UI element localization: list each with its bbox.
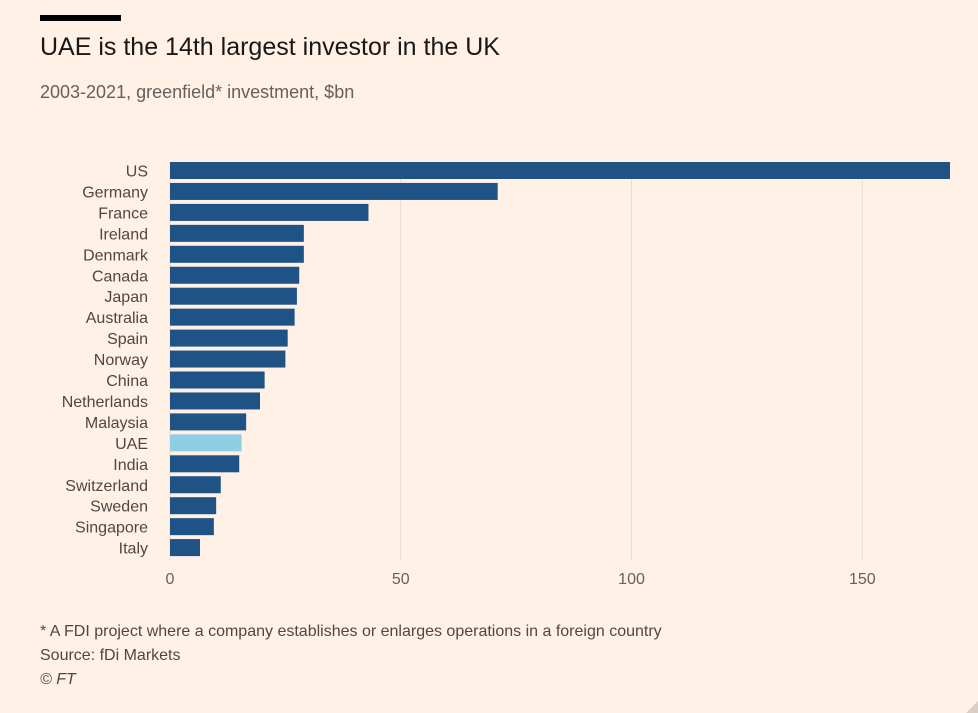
bar-chart: 0 50 100 150 US Germany France Ireland Denmark Ca… bbox=[62, 162, 950, 588]
category-label: Canada bbox=[92, 268, 148, 285]
category-label: Singapore bbox=[75, 520, 148, 537]
corner-fold bbox=[966, 701, 978, 713]
x-tick-label: 150 bbox=[849, 571, 876, 588]
bar bbox=[170, 455, 240, 473]
bar bbox=[170, 266, 300, 284]
category-label: France bbox=[98, 205, 148, 222]
bar bbox=[170, 162, 950, 179]
bar bbox=[170, 203, 369, 221]
category-label: China bbox=[106, 373, 148, 390]
bar bbox=[170, 497, 217, 515]
bar bbox=[170, 245, 304, 263]
x-tick-label: 50 bbox=[392, 571, 410, 588]
bar bbox=[170, 287, 297, 305]
category-label: Sweden bbox=[90, 499, 148, 516]
category-label: Spain bbox=[107, 331, 148, 348]
bar bbox=[170, 182, 498, 200]
bar bbox=[170, 539, 200, 557]
bar bbox=[170, 392, 260, 410]
bar bbox=[170, 413, 247, 431]
chart-subtitle: 2003-2021, greenfield* investment, $bn bbox=[40, 82, 355, 102]
bar bbox=[170, 518, 214, 536]
chart-title: UAE is the 14th largest investor in the … bbox=[40, 33, 500, 61]
category-label: Italy bbox=[119, 541, 148, 558]
bar bbox=[170, 476, 221, 494]
source-note: Source: fDi Markets bbox=[40, 647, 181, 664]
category-label: Malaysia bbox=[85, 415, 148, 432]
category-label: Germany bbox=[82, 184, 148, 201]
copyright-credit: © FT bbox=[40, 671, 76, 688]
x-tick-label: 100 bbox=[618, 571, 645, 588]
bar bbox=[170, 308, 295, 326]
category-label: Australia bbox=[86, 310, 148, 327]
category-label: Japan bbox=[104, 289, 148, 306]
bar bbox=[170, 329, 288, 347]
bar bbox=[170, 434, 242, 452]
bar bbox=[170, 371, 265, 389]
category-label: Norway bbox=[94, 352, 148, 369]
category-label: US bbox=[126, 164, 148, 181]
category-label: UAE bbox=[115, 436, 148, 453]
bar bbox=[170, 350, 286, 368]
category-label: Denmark bbox=[83, 247, 149, 264]
category-label: Switzerland bbox=[65, 478, 148, 495]
top-rule bbox=[40, 15, 121, 21]
x-tick-label: 0 bbox=[166, 571, 175, 588]
bar bbox=[170, 224, 304, 242]
category-label: Ireland bbox=[99, 226, 148, 243]
category-label: India bbox=[113, 457, 148, 474]
category-label: Netherlands bbox=[62, 394, 148, 411]
footnote: * A FDI project where a company establis… bbox=[40, 623, 662, 640]
